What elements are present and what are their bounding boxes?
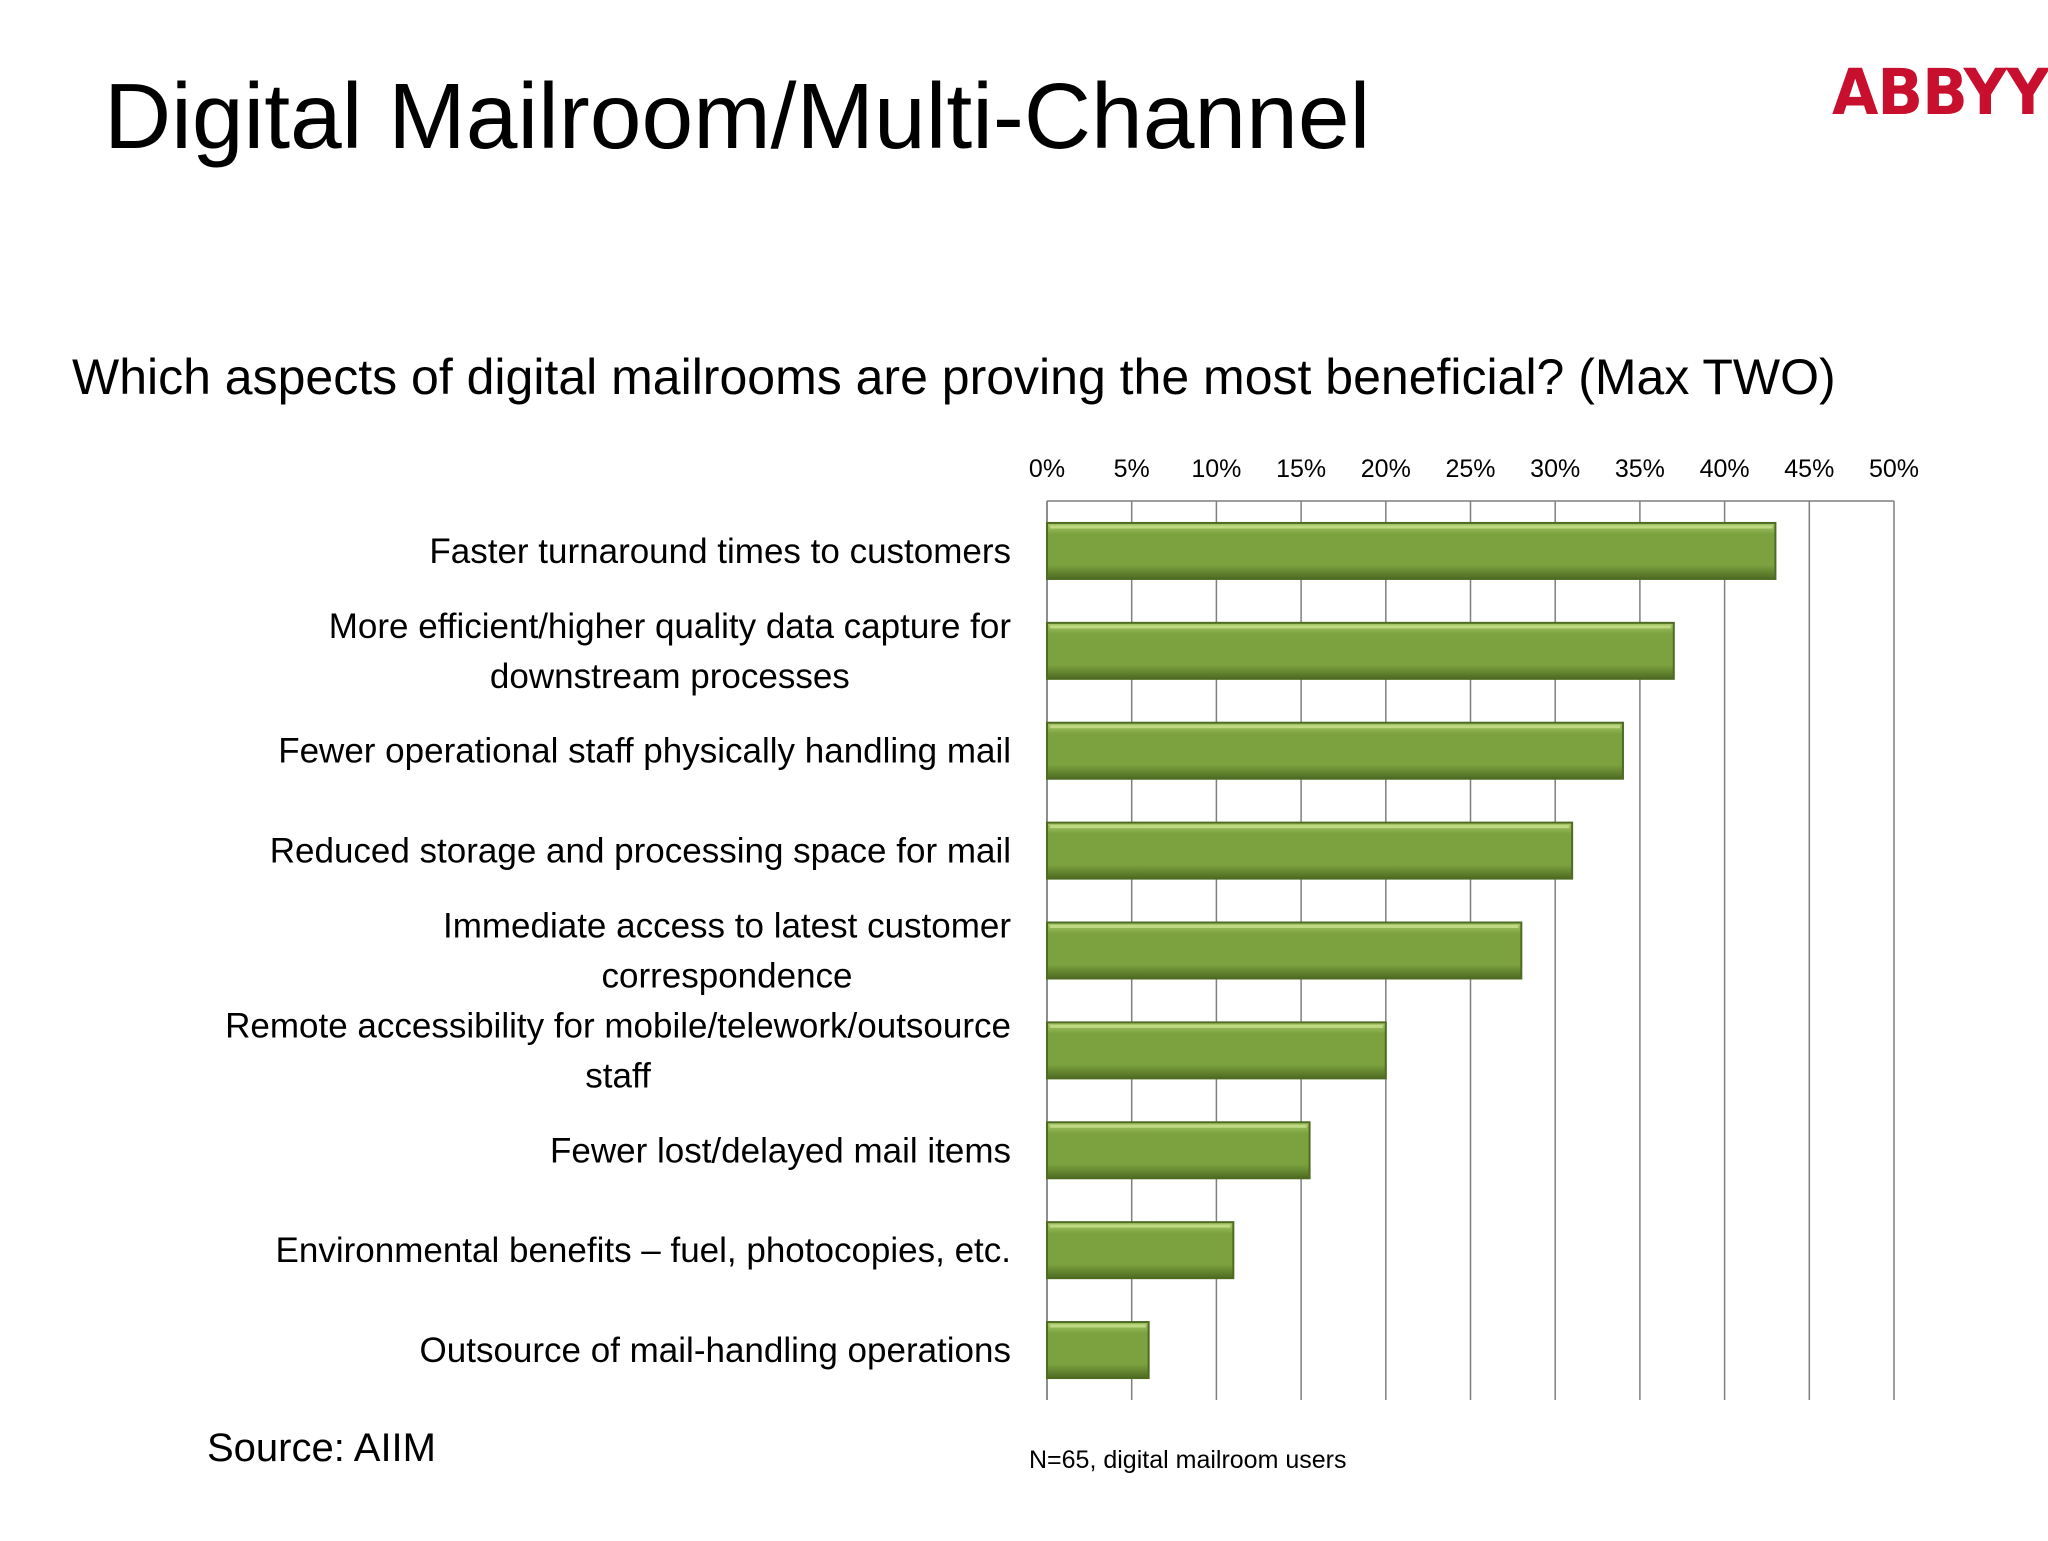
x-tick-label: 50% [1869, 455, 1919, 483]
category-label: Reduced storage and processing space for… [270, 832, 1011, 871]
category-label: Fewer lost/delayed mail items [550, 1131, 1011, 1170]
sample-note: N=65, digital mailroom users [1029, 1446, 1347, 1474]
x-tick-label: 30% [1530, 455, 1580, 483]
source-label: Source: AIIM [207, 1426, 436, 1470]
category-label: correspondence [602, 957, 853, 996]
logo-text: ABBYY [1832, 56, 2048, 130]
x-tick-label: 45% [1784, 455, 1834, 483]
x-tick-label: 5% [1114, 455, 1150, 483]
category-label: More efficient/higher quality data captu… [329, 607, 1012, 646]
x-tick-label: 40% [1700, 455, 1750, 483]
slide-title: Digital Mailroom/Multi-Channel [104, 64, 1371, 168]
x-tick-label: 15% [1276, 455, 1326, 483]
category-label: downstream processes [490, 657, 850, 696]
bar [1046, 721, 1624, 780]
bar [1046, 521, 1777, 580]
category-label: Faster turnaround times to customers [429, 532, 1011, 571]
abbyy-logo: ABBYY® [1832, 56, 2048, 130]
category-label: staff [585, 1056, 651, 1095]
category-label: Immediate access to latest customer [443, 907, 1011, 946]
category-label: Environmental benefits – fuel, photocopi… [276, 1231, 1011, 1270]
bar [1046, 821, 1574, 880]
bar [1046, 921, 1523, 980]
chart-question: Which aspects of digital mailrooms are p… [72, 349, 1836, 405]
x-tick-label: 35% [1615, 455, 1665, 483]
category-label: Outsource of mail-handling operations [420, 1331, 1011, 1370]
bar [1046, 1221, 1235, 1280]
category-label: Remote accessibility for mobile/telework… [225, 1006, 1011, 1045]
x-tick-label: 25% [1445, 455, 1495, 483]
bar [1046, 621, 1675, 680]
x-tick-label: 20% [1361, 455, 1411, 483]
bar [1046, 1021, 1387, 1080]
category-label: Fewer operational staff physically handl… [278, 732, 1011, 771]
x-tick-label: 0% [1029, 455, 1065, 483]
bar [1046, 1321, 1150, 1380]
x-tick-label: 10% [1191, 455, 1241, 483]
bar [1046, 1121, 1311, 1180]
